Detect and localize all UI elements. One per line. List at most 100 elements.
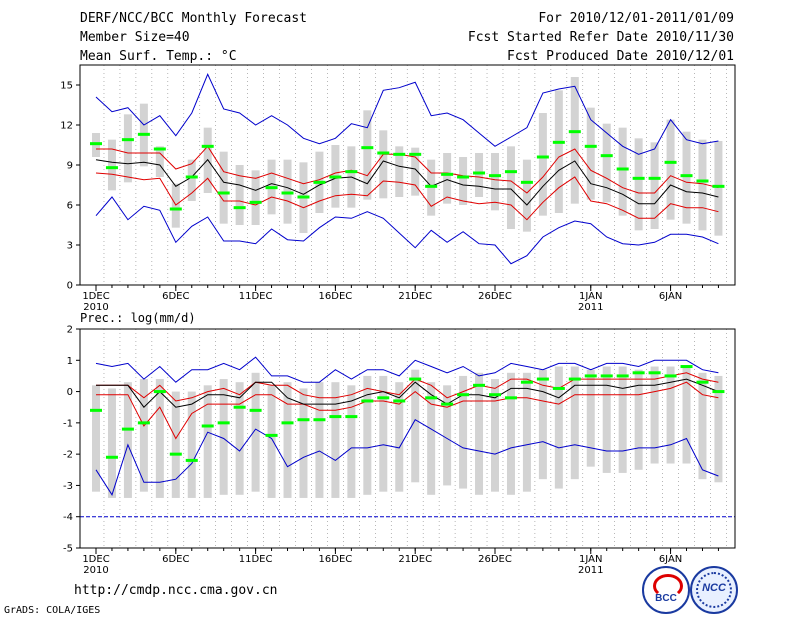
member-box (538, 369, 547, 480)
bcc-logo-text: BCC (655, 593, 677, 604)
member-mean-marker (297, 195, 310, 199)
x-tick-year-label: 2011 (578, 565, 603, 576)
member-mean-marker (153, 390, 166, 394)
member-mean-marker (90, 408, 102, 412)
member-box (538, 113, 547, 216)
member-mean-marker (616, 374, 629, 378)
member-box (682, 366, 691, 464)
member-box (443, 385, 452, 486)
member-mean-marker (393, 399, 406, 403)
bcc-logo: BCC (642, 566, 690, 614)
bcc-swirl-icon (653, 574, 683, 598)
member-mean-marker (313, 418, 326, 422)
footer-url[interactable]: http://cmdp.ncc.cma.gov.cn (74, 583, 278, 598)
member-mean-marker (329, 175, 342, 179)
member-box (570, 366, 579, 480)
member-mean-marker (233, 206, 246, 210)
member-mean-marker (217, 191, 230, 195)
lower-spread-line (96, 381, 719, 440)
y-tick-label: -5 (63, 544, 73, 555)
member-mean-marker (169, 452, 182, 456)
member-box (171, 391, 180, 498)
member-mean-marker (393, 152, 406, 156)
member-mean-marker (201, 424, 214, 428)
member-box (650, 142, 659, 229)
precip-panel-title: Prec.: log(mm/d) (80, 311, 196, 325)
forecast-produced-date: Fcst Produced Date 2010/12/01 (507, 49, 734, 64)
member-box (92, 385, 100, 492)
member-box (602, 123, 611, 203)
member-box (187, 391, 196, 498)
member-mean-marker (121, 138, 134, 142)
member-box (235, 382, 244, 495)
y-tick-label: 3 (67, 241, 73, 252)
member-mean-marker (185, 175, 198, 179)
member-mean-marker (361, 399, 374, 403)
member-box (171, 183, 180, 228)
member-mean-marker (281, 421, 294, 425)
x-tick-label: 16DEC (319, 554, 353, 565)
member-box (714, 141, 723, 236)
member-box (666, 366, 675, 464)
ncc-globe-icon (696, 572, 732, 608)
x-tick-year-label: 2010 (83, 302, 108, 313)
member-mean-marker (169, 207, 182, 211)
member-mean-marker (185, 458, 198, 462)
member-box (363, 110, 372, 200)
member-mean-marker (345, 170, 358, 174)
member-mean-marker (632, 176, 645, 180)
x-tick-year-label: 2010 (83, 565, 108, 576)
member-mean-marker (345, 415, 358, 419)
member-mean-marker (409, 152, 422, 156)
member-mean-marker (441, 172, 454, 176)
y-tick-label: 15 (60, 81, 73, 92)
forecast-started-date: Fcst Started Refer Date 2010/11/30 (467, 30, 734, 45)
member-mean-marker (297, 418, 310, 422)
member-box (522, 159, 531, 232)
member-mean-marker (489, 174, 501, 178)
x-tick-label: 11DEC (239, 291, 273, 302)
member-box (315, 382, 324, 498)
member-box (554, 90, 563, 213)
member-box (251, 372, 260, 492)
member-box (634, 138, 643, 231)
ncc-logo-text: NCC (702, 582, 726, 594)
ncc-logo: NCC (690, 566, 738, 614)
member-box (395, 382, 404, 492)
member-box (443, 153, 452, 204)
member-box (299, 388, 308, 498)
y-tick-label: 1 (67, 356, 73, 367)
member-box (251, 170, 260, 225)
member-mean-marker (489, 393, 501, 397)
ensemble-mean-line (95, 158, 719, 206)
member-mean-marker (712, 184, 725, 188)
y-tick-label: -4 (63, 512, 73, 523)
member-box (634, 369, 643, 470)
member-mean-marker (137, 132, 150, 136)
y-tick-label: -3 (63, 481, 73, 492)
x-tick-label: 1JAN (579, 291, 602, 302)
x-tick-label: 6JAN (659, 554, 682, 565)
member-box (570, 77, 579, 204)
upper-spread-line (96, 372, 719, 402)
member-mean-marker (504, 170, 517, 174)
x-tick-label: 6DEC (162, 554, 189, 565)
y-tick-label: 2 (67, 325, 73, 336)
member-box (155, 379, 164, 498)
member-mean-marker (536, 377, 549, 381)
member-mean-marker (457, 175, 470, 179)
member-box (491, 153, 499, 211)
member-box (379, 130, 388, 199)
member-box (139, 379, 148, 492)
min-line (95, 196, 719, 265)
y-tick-label: 12 (60, 121, 73, 132)
member-box (219, 151, 228, 224)
member-box (506, 372, 515, 495)
x-tick-label: 6JAN (659, 291, 682, 302)
member-box (395, 146, 404, 197)
member-box (586, 369, 595, 467)
member-mean-marker (632, 371, 645, 375)
member-box (714, 375, 723, 483)
